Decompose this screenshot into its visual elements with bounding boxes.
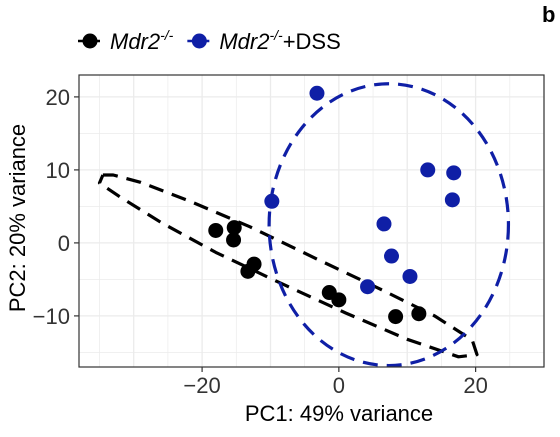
point-series-1: [411, 306, 427, 322]
legend: Mdr2-/- Mdr2-/-+DSS: [78, 27, 341, 54]
y-axis-title: PC2: 20% variance: [5, 124, 30, 312]
x-axis-title: PC1: 49% variance: [245, 401, 433, 426]
ellipse-series-2: [267, 82, 511, 368]
x-tick-label: −20: [183, 373, 220, 398]
point-series-1: [226, 220, 242, 236]
x-tick-label: 0: [333, 373, 345, 398]
point-series-1: [226, 232, 242, 248]
point-series-2: [420, 162, 436, 178]
point-series-1: [388, 309, 404, 325]
legend-key-series-2: Mdr2-/-+DSS: [187, 27, 341, 54]
tick-labels: −20 0 20 −10 0 10 20: [33, 85, 488, 398]
ellipse-series-1: [97, 173, 479, 359]
point-series-2: [402, 268, 418, 284]
point-series-2: [444, 192, 460, 208]
y-tick-label: 0: [58, 231, 70, 256]
point-series-2: [309, 85, 325, 101]
legend-key-series-1: Mdr2-/-: [78, 27, 174, 54]
point-series-2: [264, 193, 280, 209]
legend-label-series-1: Mdr2-/-: [110, 27, 174, 54]
point-series-1: [240, 263, 256, 279]
y-tick-label: 20: [46, 85, 70, 110]
point-series-2: [360, 279, 376, 295]
data-points: [208, 85, 462, 325]
confidence-ellipses: [97, 82, 511, 368]
x-tick-label: 20: [463, 373, 487, 398]
point-series-1: [208, 222, 224, 238]
point-series-2: [384, 248, 400, 264]
panel-letter: b: [542, 2, 555, 27]
legend-label-series-2: Mdr2-/-+DSS: [219, 27, 340, 54]
axis-ticks: [74, 96, 477, 372]
y-tick-label: 10: [46, 158, 70, 183]
point-series-2: [376, 216, 392, 232]
legend-marker-series-2: [191, 33, 207, 49]
point-series-1: [331, 292, 347, 308]
legend-marker-series-1: [82, 33, 98, 49]
plot-panel-border: [78, 74, 545, 368]
point-series-2: [446, 165, 462, 181]
y-tick-label: −10: [33, 304, 70, 329]
